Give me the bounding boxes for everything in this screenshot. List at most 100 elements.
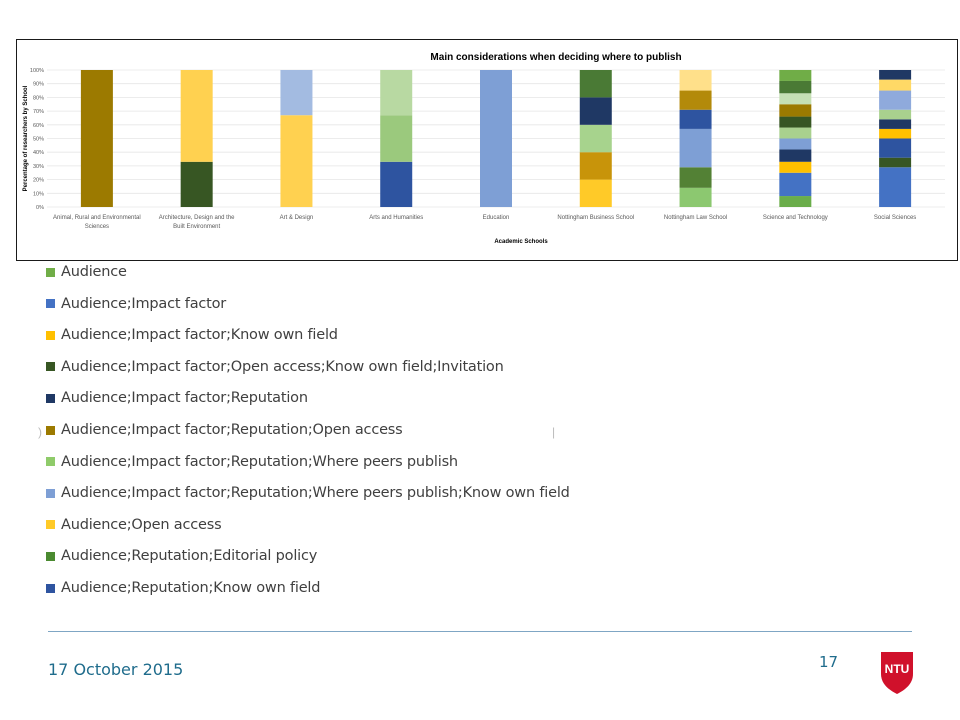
- bar-segment: [779, 196, 812, 207]
- bar-segment: [779, 127, 812, 139]
- bar-segment: [779, 149, 812, 162]
- x-axis-label: Academic Schools: [494, 239, 548, 245]
- bar-segment: [80, 70, 113, 207]
- stray-mark-right: |: [552, 425, 556, 439]
- bar-segment: [679, 70, 712, 91]
- bar-segment: [180, 70, 213, 162]
- legend-swatch: [46, 362, 55, 372]
- shield-icon: [881, 652, 913, 694]
- bar-segment: [879, 109, 912, 120]
- legend-item: Audience;Impact factor;Open access;Know …: [46, 357, 504, 377]
- legend-item: Audience;Reputation;Know own field: [46, 578, 320, 598]
- y-tick-label: 50%: [33, 137, 44, 143]
- legend-item: Audience;Impact factor;Reputation;Where …: [46, 452, 458, 472]
- bar-segment: [380, 115, 413, 162]
- stray-mark-left: ): [38, 425, 42, 439]
- footer-divider: [48, 631, 912, 632]
- legend-swatch: [46, 583, 55, 593]
- legend-label: Audience;Open access: [61, 516, 222, 533]
- x-tick-label: Built Environment: [173, 224, 220, 230]
- legend-swatch: [46, 393, 55, 403]
- bar-segment: [579, 179, 612, 207]
- x-tick-label: Art & Design: [280, 215, 314, 221]
- chart-frame: Main considerations when deciding where …: [16, 39, 958, 261]
- y-tick-label: 60%: [33, 123, 44, 129]
- legend-swatch: [46, 267, 55, 277]
- page-number: 17: [819, 653, 839, 671]
- legend-swatch: [46, 299, 55, 309]
- legend-item: Audience;Reputation;Editorial policy: [46, 546, 317, 566]
- bar-segment: [779, 138, 812, 150]
- bar-segment: [679, 167, 712, 188]
- y-tick-label: 0%: [36, 205, 44, 211]
- legend-item: Audience: [46, 262, 127, 282]
- bar-segment: [879, 138, 912, 158]
- footer-date: 17 October 2015: [48, 660, 184, 679]
- bar-segment: [280, 115, 313, 207]
- legend-label: Audience;Reputation;Editorial policy: [61, 548, 318, 565]
- y-axis-label: Percentage of researchers by School: [23, 85, 29, 191]
- bar-segment: [779, 93, 812, 105]
- legend-label: Audience: [61, 264, 127, 280]
- bar-segment: [879, 90, 912, 110]
- bar-segment: [579, 70, 612, 98]
- x-tick-label: Nottingham Business School: [557, 215, 634, 221]
- x-tick-label: Sciences: [85, 224, 109, 230]
- x-tick-label: Social Sciences: [874, 215, 916, 221]
- y-tick-label: 70%: [33, 109, 44, 115]
- chart-title: Main considerations when deciding where …: [430, 52, 681, 63]
- bar-segment: [779, 104, 812, 117]
- legend-swatch: [46, 457, 55, 467]
- bar-segment: [879, 128, 912, 139]
- bar-segment: [779, 70, 812, 81]
- bar-segment: [879, 167, 912, 207]
- bar-segment: [779, 172, 812, 197]
- bar-segment: [879, 119, 912, 129]
- legend-swatch: [46, 551, 55, 561]
- bar-segment: [779, 116, 812, 128]
- stacked-bar-chart: Main considerations when deciding where …: [23, 52, 945, 245]
- ntu-logo: NTU: [878, 650, 916, 695]
- x-tick-label: Animal, Rural and Environmental: [53, 215, 141, 221]
- y-tick-label: 80%: [33, 95, 44, 101]
- legend-item: Audience;Open access: [46, 515, 222, 535]
- legend-item: Audience;Impact factor: [46, 294, 226, 314]
- x-tick-label: Nottingham Law School: [664, 215, 727, 221]
- bar-segment: [879, 157, 912, 168]
- y-tick-label: 20%: [33, 178, 44, 184]
- bar-segment: [579, 124, 612, 153]
- y-tick-label: 40%: [33, 150, 44, 156]
- legend-item: Audience;Impact factor;Know own field: [46, 325, 338, 345]
- legend-label: Audience;Impact factor;Reputation;Where …: [61, 453, 458, 470]
- y-tick-label: 30%: [33, 164, 44, 170]
- legend-item: Audience;Impact factor;Reputation;Open a…: [46, 420, 403, 440]
- legend-swatch: [46, 520, 55, 530]
- legend-label: Audience;Impact factor;Know own field: [61, 327, 338, 344]
- y-tick-label: 100%: [30, 68, 44, 74]
- bar-segment: [679, 187, 712, 207]
- legend-label: Audience;Impact factor;Reputation;Where …: [61, 485, 570, 502]
- logo-text: NTU: [884, 662, 910, 676]
- bar-segment: [779, 161, 812, 173]
- bar-segment: [879, 79, 912, 91]
- legend-label: Audience;Impact factor: [61, 295, 227, 312]
- legend-swatch: [46, 488, 55, 498]
- bar-segment: [679, 109, 712, 129]
- bar-segment: [779, 80, 812, 94]
- x-tick-label: Architecture, Design and the: [159, 215, 235, 221]
- x-tick-label: Science and Technology: [763, 215, 828, 221]
- bar-segment: [679, 128, 712, 168]
- y-tick-label: 90%: [33, 82, 44, 88]
- bar-segment: [679, 90, 712, 110]
- legend-label: Audience;Impact factor;Open access;Know …: [61, 358, 504, 375]
- x-tick-label: Education: [483, 215, 510, 221]
- bar-segment: [480, 70, 512, 207]
- x-tick-label: Arts and Humanities: [369, 215, 423, 221]
- legend-swatch: [46, 425, 55, 435]
- legend-label: Audience;Impact factor;Reputation;Open a…: [61, 422, 403, 438]
- bar-segment: [579, 97, 612, 125]
- legend-swatch: [46, 330, 55, 340]
- legend-label: Audience;Reputation;Know own field: [61, 580, 321, 596]
- bar-segment: [380, 161, 413, 207]
- bar-segment: [280, 70, 313, 116]
